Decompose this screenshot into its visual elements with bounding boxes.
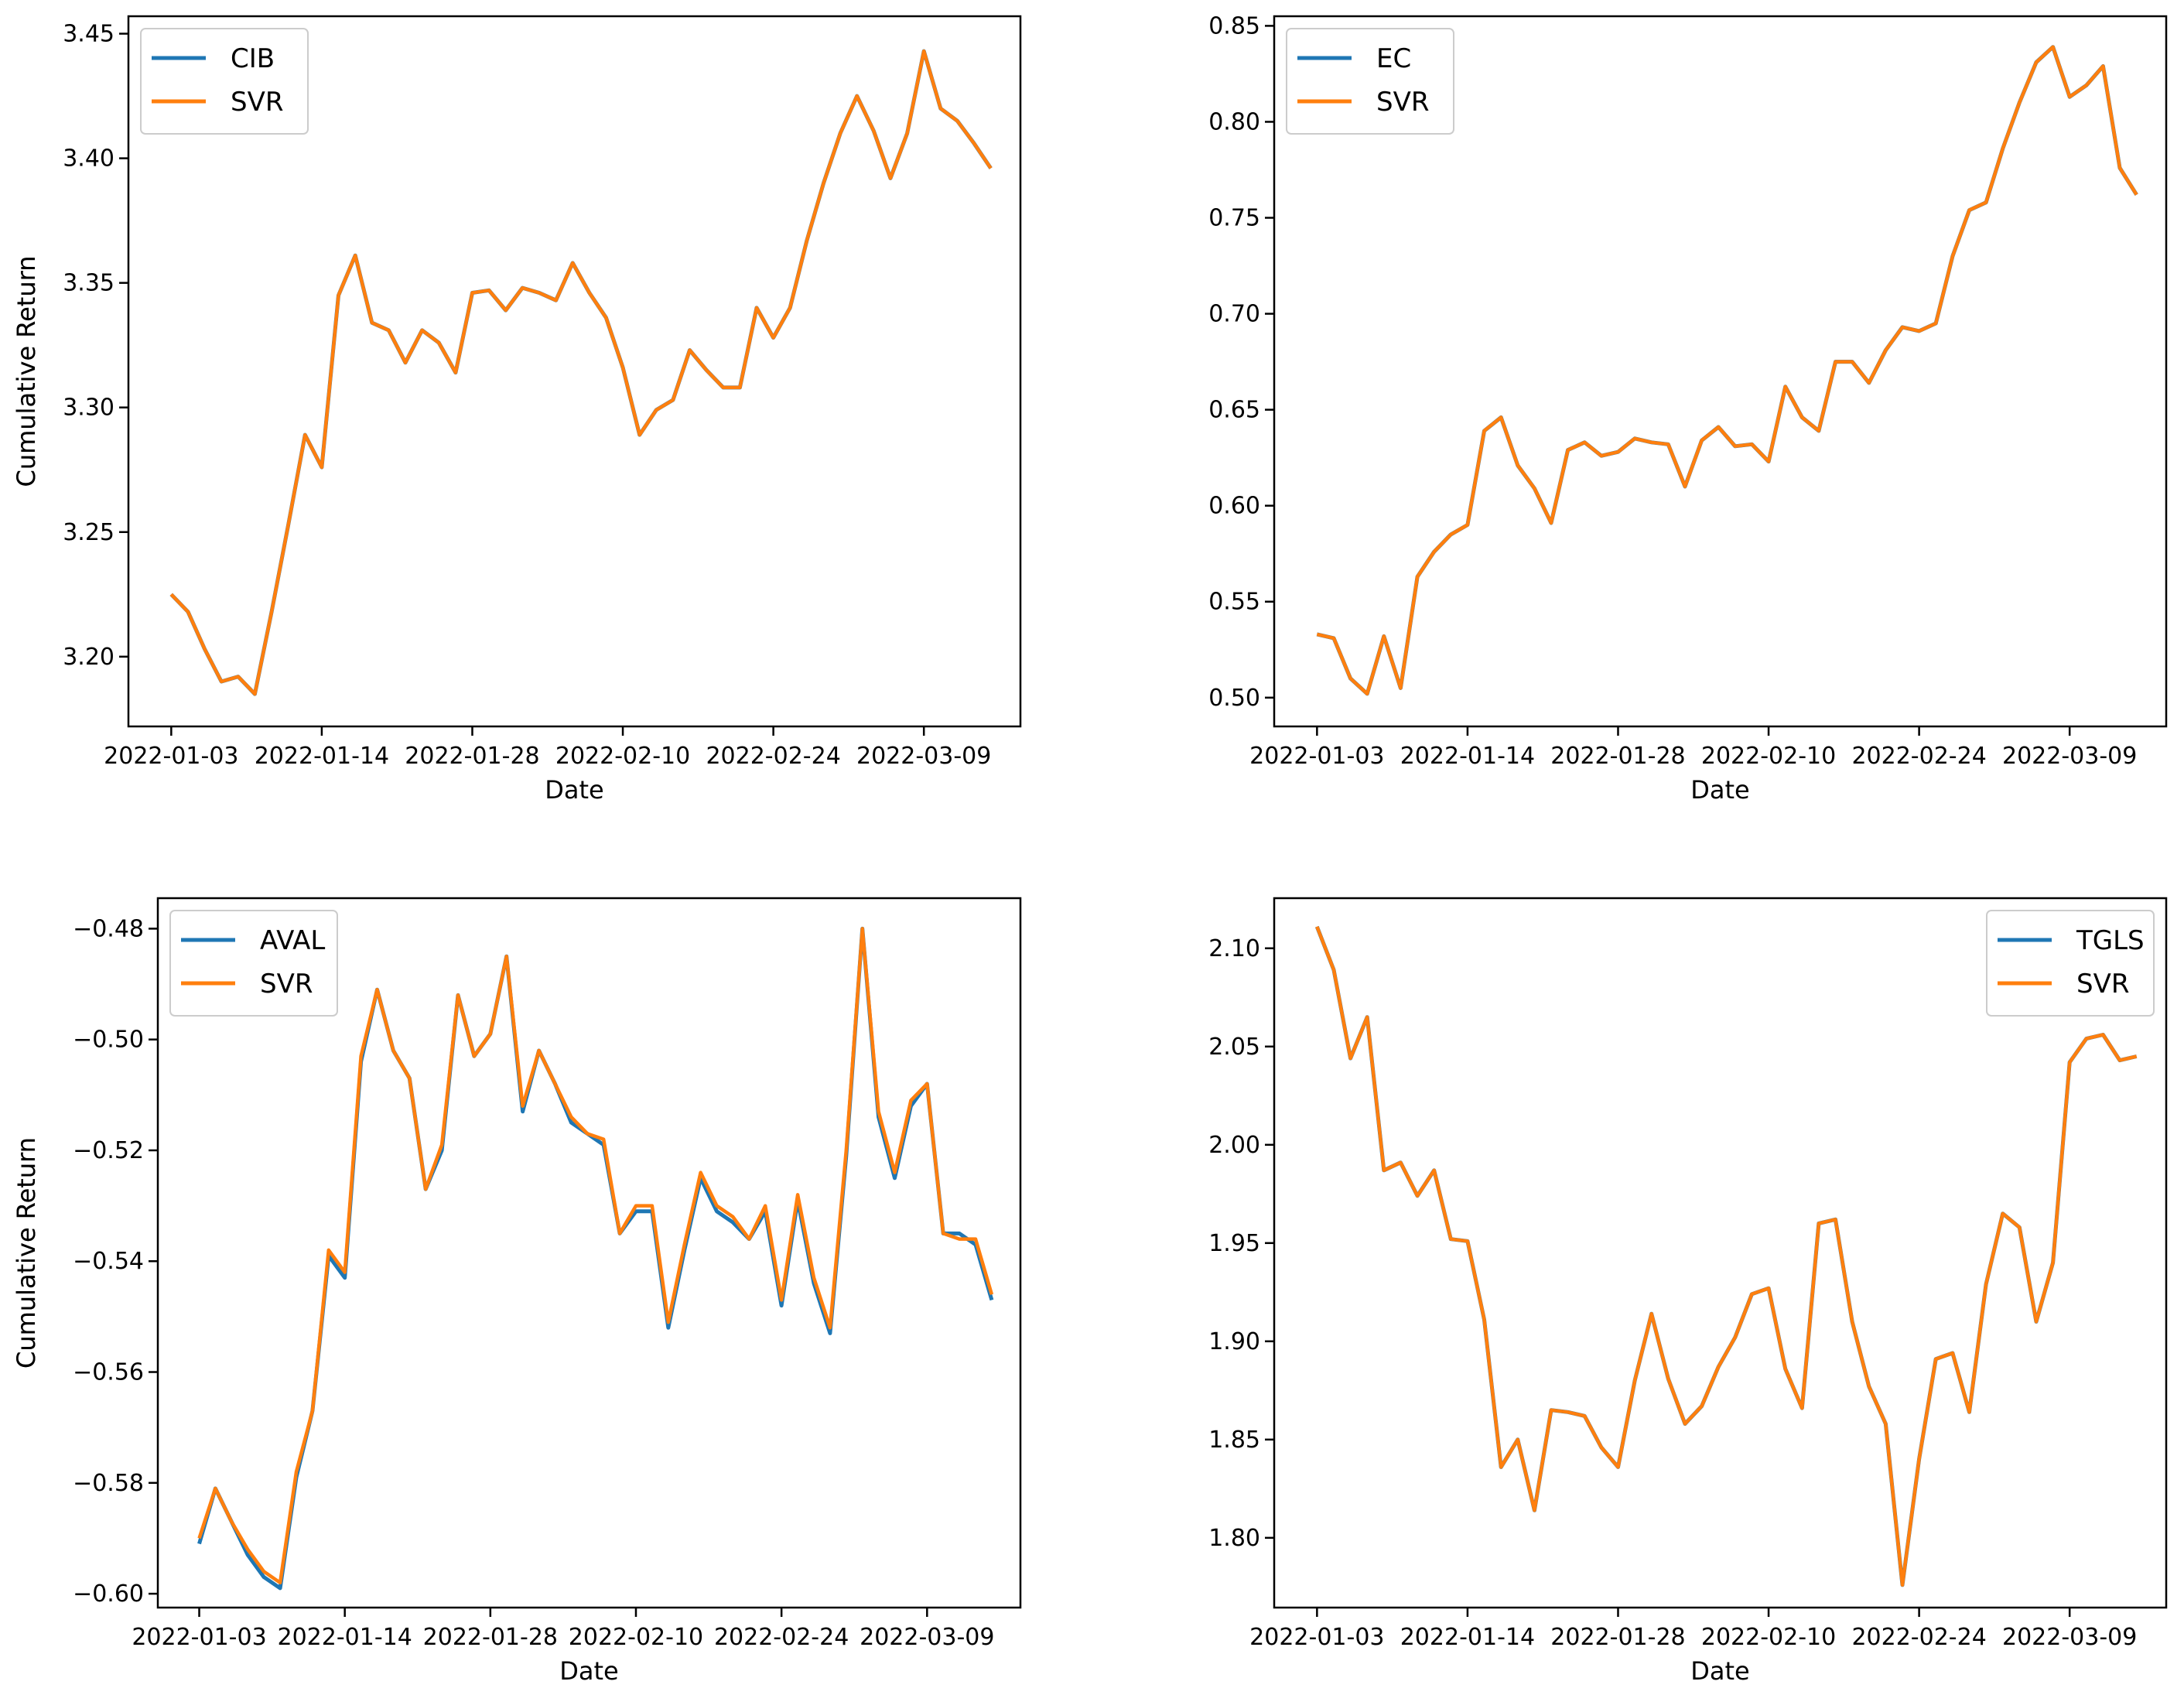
axes-frame [1273, 15, 2168, 728]
y-tick-label: 3.45 [63, 21, 114, 48]
y-axis-label: Cumulative Return [12, 1137, 41, 1369]
y-tick-label: 0.75 [1208, 205, 1260, 232]
chart-tgls: 1.80 1.85 1.90 1.95 2.00 2.05 2.10 2022-01-03 20… [12, 897, 2168, 1686]
legend: CIB SVR [140, 28, 309, 135]
y-tick-label: 2.00 [1208, 1132, 1260, 1159]
legend-box [169, 910, 338, 1017]
legend: TGLS SVR [1986, 910, 2155, 1017]
x-tick-label: 2022-01-28 [405, 743, 539, 770]
x-axis-label: Date [545, 775, 603, 805]
x-tick-label: 2022-02-24 [714, 1624, 849, 1651]
y-axis-label: Cumulative Return [12, 1137, 41, 1369]
y-tick-label: 3.25 [63, 519, 114, 546]
x-tick-label: 2022-03-09 [860, 1624, 994, 1651]
chart-ec: 0.50 0.55 0.60 0.65 0.70 0.75 0.80 0.85 2022-01-… [12, 12, 2168, 805]
x-tick-label: 2022-03-09 [856, 743, 991, 770]
x-tick-label: 2022-01-28 [423, 1624, 558, 1651]
y-tick-label: 1.95 [1208, 1230, 1260, 1257]
legend: AVAL SVR [169, 910, 338, 1017]
x-tick-label: 2022-02-24 [1851, 743, 1986, 770]
series-line-svr [169, 49, 993, 696]
x-axis-label: Date [1690, 1656, 1749, 1686]
x-tick-label: 2022-01-28 [1550, 1624, 1685, 1651]
x-tick-label: 2022-02-10 [1701, 1624, 1836, 1651]
x-tick-label: 2022-02-10 [555, 743, 690, 770]
x-tick-label: 2022-01-14 [1400, 743, 1535, 770]
axes-frame [1273, 897, 2168, 1609]
x-tick-label: 2022-01-14 [255, 743, 389, 770]
legend-label-svr: SVR [2076, 969, 2129, 1000]
y-tick-label: 2.10 [1208, 935, 1260, 962]
y-tick-label: 1.90 [1208, 1328, 1260, 1355]
x-axis-label: Date [559, 1656, 618, 1686]
legend-label-ec: EC [1376, 43, 1411, 74]
series-line-svr [1316, 45, 2138, 696]
x-tick-label: 2022-03-09 [2002, 1624, 2137, 1651]
y-tick-label: 0.85 [1208, 12, 1260, 39]
legend: EC SVR [1286, 28, 1454, 135]
x-axis-label: Date [1690, 775, 1749, 805]
x-tick-label: 2022-02-10 [569, 1624, 703, 1651]
y-axis-label: Cumulative Return [12, 256, 41, 487]
x-tick-label: 2022-01-03 [1249, 743, 1384, 770]
chart-aval: −0.60 −0.58 −0.56 −0.54 −0.52 −0.50 −0.48 2022-… [12, 897, 1022, 1686]
series-line-svr [197, 927, 994, 1585]
legend-label-svr: SVR [260, 969, 313, 1000]
y-tick-label: 0.50 [1208, 685, 1260, 712]
series-line-ec [1316, 45, 2138, 696]
axes-frame [127, 15, 1022, 728]
series-line-tgls [1314, 925, 2138, 1587]
x-tick-label: 2022-01-03 [1249, 1624, 1384, 1651]
x-tick-label: 2022-01-14 [1400, 1624, 1535, 1651]
y-tick-label: −0.60 [73, 1581, 144, 1608]
y-tick-label: 2.05 [1208, 1034, 1260, 1061]
y-tick-label: 0.60 [1208, 493, 1260, 520]
y-tick-label: 0.80 [1208, 108, 1260, 135]
y-tick-label: −0.56 [73, 1359, 144, 1386]
y-tick-label: 1.85 [1208, 1427, 1260, 1454]
legend-box [1286, 28, 1454, 135]
y-tick-label: 3.20 [63, 644, 114, 671]
series-line-cib [169, 49, 993, 696]
legend-label-cib: CIB [231, 43, 275, 74]
y-tick-label: −0.48 [73, 915, 144, 942]
legend-label-tgls: TGLS [2076, 925, 2145, 956]
x-tick-label: 2022-02-24 [1851, 1624, 1986, 1651]
axes-frame [156, 897, 1022, 1609]
legend-label-svr: SVR [1376, 87, 1429, 118]
y-tick-label: 0.70 [1208, 301, 1260, 328]
y-tick-label: −0.58 [73, 1470, 144, 1497]
y-tick-label: −0.52 [73, 1137, 144, 1164]
legend-label-svr: SVR [231, 87, 283, 118]
y-tick-label: 0.65 [1208, 397, 1260, 424]
y-tick-label: 0.55 [1208, 589, 1260, 616]
x-tick-label: 2022-01-03 [132, 1624, 266, 1651]
y-tick-label: 1.80 [1208, 1525, 1260, 1552]
x-tick-label: 2022-02-24 [706, 743, 840, 770]
x-tick-label: 2022-03-09 [2002, 743, 2137, 770]
chart-cib: 3.20 3.25 3.30 3.35 3.40 3.45 2022-01-03 2022-0… [12, 15, 1022, 805]
y-axis-label: Cumulative Return [12, 256, 41, 487]
y-tick-label: 3.30 [63, 395, 114, 422]
x-tick-label: 2022-01-14 [277, 1624, 412, 1651]
y-tick-label: 3.40 [63, 145, 114, 173]
legend-box [140, 28, 309, 135]
series-line-svr [1315, 925, 2138, 1587]
legend-box [1986, 910, 2155, 1017]
x-tick-label: 2022-02-10 [1701, 743, 1836, 770]
x-tick-label: 2022-01-28 [1550, 743, 1685, 770]
y-tick-label: −0.54 [73, 1248, 144, 1275]
y-tick-label: −0.50 [73, 1027, 144, 1054]
y-tick-label: 3.35 [63, 270, 114, 297]
x-tick-label: 2022-01-03 [104, 743, 238, 770]
legend-label-aval: AVAL [260, 925, 325, 956]
